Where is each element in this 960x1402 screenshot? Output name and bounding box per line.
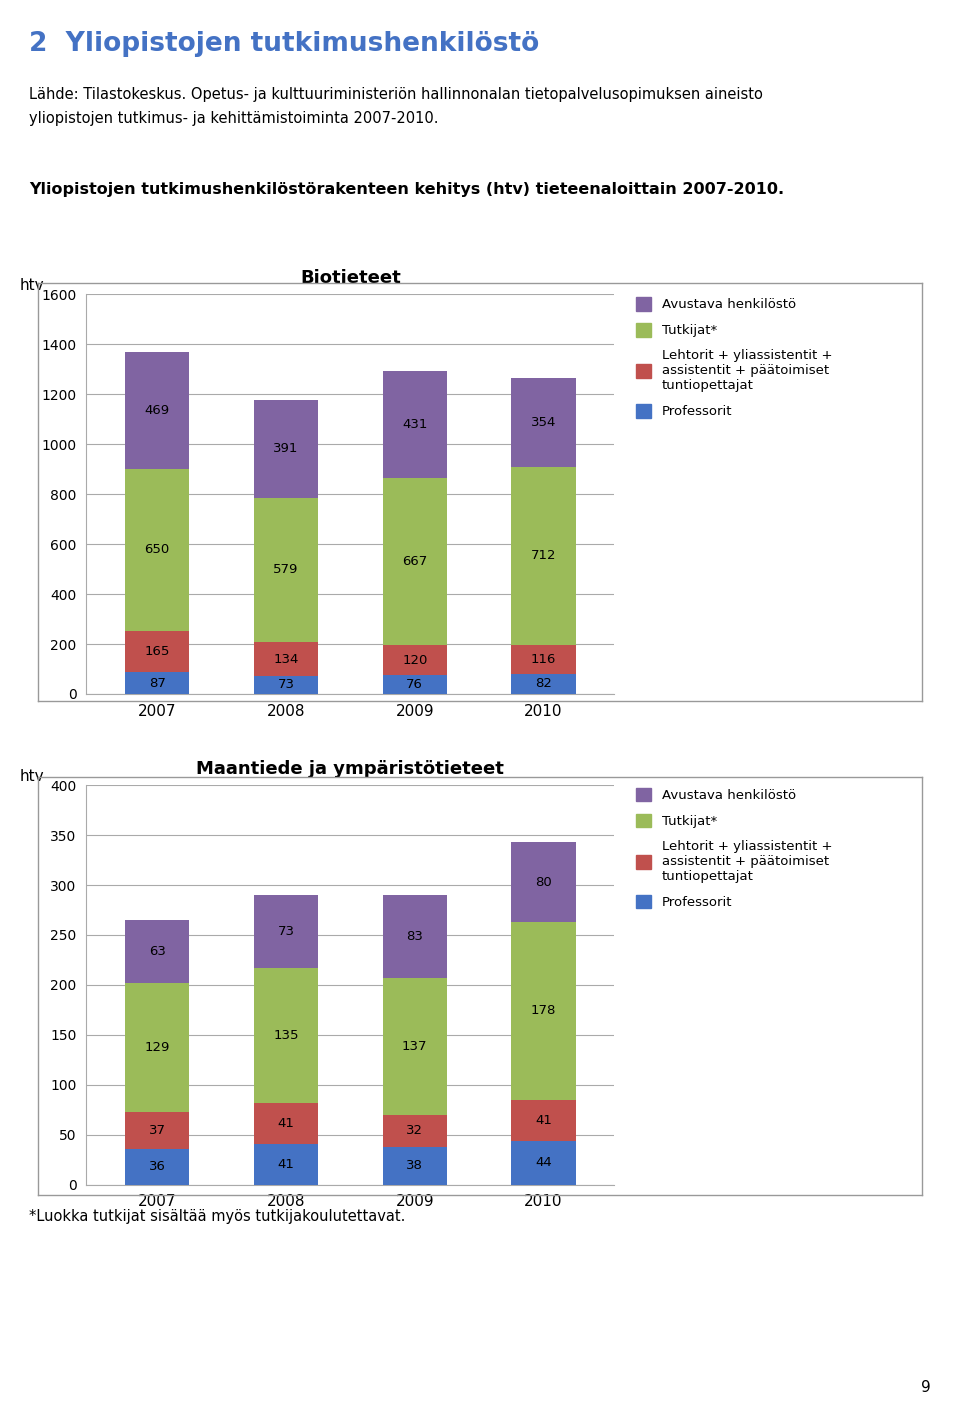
Text: 469: 469 [145,404,170,416]
Bar [125,1112,189,1148]
Text: 165: 165 [145,645,170,658]
Text: 667: 667 [402,555,427,568]
Text: 36: 36 [149,1161,166,1173]
Text: 73: 73 [277,679,295,691]
Bar [383,1115,447,1147]
Bar [125,631,189,673]
Bar [253,642,318,676]
Bar [253,676,318,694]
Text: 2  Yliopistojen tutkimushenkilöstö: 2 Yliopistojen tutkimushenkilöstö [29,31,540,57]
Text: 73: 73 [277,925,295,938]
Text: Lähde: Tilastokeskus. Opetus- ja kulttuuriministeriön hallinnonalan tietopalvelu: Lähde: Tilastokeskus. Opetus- ja kulttuu… [29,87,762,102]
Text: 9: 9 [922,1380,931,1395]
Text: 63: 63 [149,945,166,958]
Bar [383,894,447,979]
Text: 44: 44 [535,1157,552,1169]
Text: 116: 116 [531,652,556,666]
Text: 650: 650 [145,544,170,557]
Bar [383,645,447,674]
Text: 137: 137 [402,1040,427,1053]
Text: 712: 712 [531,550,557,562]
Title: Maantiede ja ympäristötieteet: Maantiede ja ympäristötieteet [197,760,504,778]
Bar [125,1148,189,1185]
Bar [383,372,447,478]
Y-axis label: htv: htv [19,770,44,784]
Text: 41: 41 [535,1113,552,1127]
Bar [125,673,189,694]
Text: 120: 120 [402,653,427,666]
Text: 41: 41 [277,1117,295,1130]
Text: 83: 83 [406,930,423,944]
Text: 37: 37 [149,1124,166,1137]
Text: 76: 76 [406,679,423,691]
Text: 129: 129 [145,1040,170,1054]
Bar [512,1099,576,1141]
Bar [125,468,189,631]
Text: 134: 134 [274,652,299,666]
Text: 431: 431 [402,418,427,432]
Legend: Avustava henkilöstö, Tutkijat*, Lehtorit + yliassistentit +
assistentit + päätoi: Avustava henkilöstö, Tutkijat*, Lehtorit… [632,293,836,422]
Bar [253,1144,318,1185]
Text: 38: 38 [406,1159,423,1172]
Legend: Avustava henkilöstö, Tutkijat*, Lehtorit + yliassistentit +
assistentit + päätoi: Avustava henkilöstö, Tutkijat*, Lehtorit… [632,784,836,913]
Bar [125,352,189,468]
Bar [512,843,576,923]
Bar [383,1147,447,1185]
Text: 354: 354 [531,416,556,429]
Bar [383,674,447,694]
Text: 32: 32 [406,1124,423,1137]
Bar [512,1141,576,1185]
Text: Yliopistojen tutkimushenkilöstörakenteen kehitys (htv) tieteenaloittain 2007-201: Yliopistojen tutkimushenkilöstörakenteen… [29,182,784,198]
Bar [125,983,189,1112]
Text: 87: 87 [149,677,166,690]
Text: 80: 80 [535,875,552,889]
Bar [253,400,318,498]
Bar [512,467,576,645]
Bar [383,478,447,645]
Bar [512,673,576,694]
Text: 178: 178 [531,1004,556,1018]
Text: 579: 579 [274,564,299,576]
Text: 41: 41 [277,1158,295,1171]
Text: *Luokka tutkijat sisältää myös tutkijakoulutettavat.: *Luokka tutkijat sisältää myös tutkijako… [29,1209,405,1224]
Bar [253,1103,318,1144]
Bar [512,379,576,467]
Text: yliopistojen tutkimus- ja kehittämistoiminta 2007-2010.: yliopistojen tutkimus- ja kehittämistoim… [29,111,439,126]
Bar [125,920,189,983]
Bar [253,498,318,642]
Bar [253,967,318,1103]
Title: Biotieteet: Biotieteet [300,269,400,287]
Bar [253,894,318,967]
Text: 82: 82 [535,677,552,690]
Bar [512,923,576,1099]
Bar [383,979,447,1115]
Bar [512,645,576,673]
Text: 391: 391 [274,443,299,456]
Y-axis label: htv: htv [19,279,44,293]
Text: 135: 135 [274,1029,299,1042]
